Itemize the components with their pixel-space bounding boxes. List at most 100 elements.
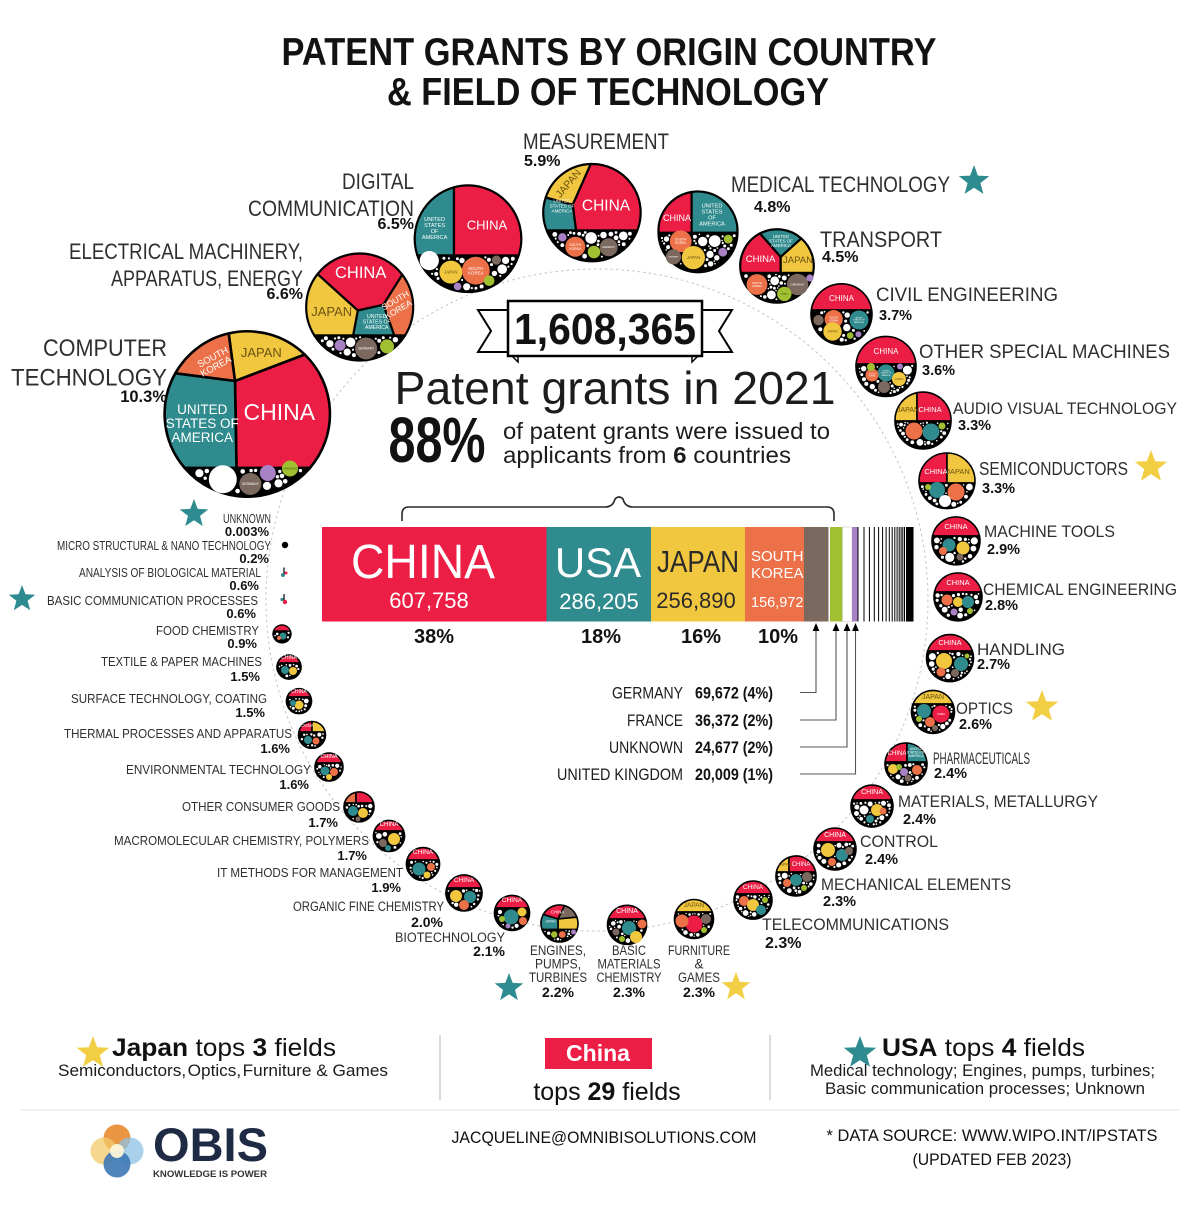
svg-text:18%: 18% — [581, 626, 621, 648]
svg-text:SOUTH: SOUTH — [675, 238, 687, 242]
svg-text:STATES OF: STATES OF — [881, 372, 892, 375]
svg-text:MACHINE TOOLS: MACHINE TOOLS — [984, 522, 1115, 541]
svg-text:JAPAN: JAPAN — [311, 304, 352, 319]
svg-text:SOUTH: SOUTH — [869, 374, 876, 376]
svg-text:GERMANY: GERMANY — [358, 347, 375, 351]
svg-text:UNKNOWN: UNKNOWN — [609, 738, 683, 757]
svg-text:CHINA: CHINA — [281, 655, 297, 661]
svg-text:2.3%: 2.3% — [823, 894, 856, 910]
svg-text:JAPAN: JAPAN — [946, 467, 970, 476]
svg-text:AMERICA: AMERICA — [771, 243, 791, 248]
svg-text:STATES OF: STATES OF — [907, 751, 925, 755]
svg-text:SEMICONDUCTORS: SEMICONDUCTORS — [979, 459, 1128, 479]
svg-text:2.7%: 2.7% — [977, 657, 1010, 673]
svg-text:& FIELD OF TECHNOLOGY: & FIELD OF TECHNOLOGY — [387, 71, 829, 114]
svg-text:DIGITAL: DIGITAL — [342, 169, 414, 194]
svg-text:MECHANICAL ELEMENTS: MECHANICAL ELEMENTS — [821, 875, 1011, 894]
svg-text:MICRO STRUCTURAL & NANO TECHNO: MICRO STRUCTURAL & NANO TECHNOLOGY — [57, 539, 272, 553]
svg-text:10%: 10% — [758, 626, 798, 648]
svg-text:MEASUREMENT: MEASUREMENT — [523, 129, 669, 154]
svg-text:CHINA: CHINA — [743, 884, 764, 891]
svg-text:CHINA: CHINA — [291, 689, 307, 695]
svg-text:GERMANY: GERMANY — [791, 283, 805, 287]
svg-text:HANDLING: HANDLING — [977, 640, 1065, 659]
svg-text:256,890: 256,890 — [656, 588, 736, 613]
svg-text:MATERIALS, METALLURGY: MATERIALS, METALLURGY — [898, 792, 1098, 811]
svg-text:JAPAN: JAPAN — [444, 270, 457, 275]
svg-text:2.2%: 2.2% — [542, 984, 574, 1000]
svg-text:2.9%: 2.9% — [987, 542, 1020, 558]
svg-text:UNITED: UNITED — [910, 747, 923, 751]
svg-text:KOREA: KOREA — [675, 241, 687, 245]
svg-text:SOUTH: SOUTH — [751, 548, 804, 565]
svg-text:USA: USA — [555, 539, 641, 586]
svg-text:JAPAN: JAPAN — [657, 544, 739, 579]
svg-text:KNOWLEDGE IS POWER: KNOWLEDGE IS POWER — [153, 1169, 267, 1180]
svg-text:6.6%: 6.6% — [267, 286, 303, 303]
svg-text:JAPAN: JAPAN — [241, 345, 282, 360]
svg-text:Japan tops 3 fields: Japan tops 3 fields — [112, 1034, 336, 1062]
svg-text:CHINA: CHINA — [829, 294, 855, 303]
svg-text:UNKNOWN: UNKNOWN — [223, 512, 271, 526]
svg-text:CHINA: CHINA — [938, 638, 961, 647]
svg-text:0.6%: 0.6% — [229, 578, 259, 593]
svg-text:CHINA: CHINA — [380, 822, 399, 828]
svg-text:STATES OF: STATES OF — [550, 204, 575, 209]
svg-text:2.4%: 2.4% — [903, 812, 936, 828]
svg-text:OTHER CONSUMER GOODS: OTHER CONSUMER GOODS — [182, 800, 340, 814]
svg-text:2.4%: 2.4% — [865, 852, 898, 868]
svg-text:COMPUTER: COMPUTER — [43, 335, 167, 362]
svg-text:2.3%: 2.3% — [765, 935, 801, 952]
svg-text:of patent grants were issued t: of patent grants were issued to — [503, 418, 830, 444]
svg-text:6.5%: 6.5% — [378, 216, 414, 233]
svg-text:STATES OF: STATES OF — [363, 320, 391, 326]
svg-text:KOREA: KOREA — [752, 284, 762, 288]
svg-text:JACQUELINE@OMNIBISOLUTIONS.COM: JACQUELINE@OMNIBISOLUTIONS.COM — [452, 1129, 757, 1147]
svg-text:JAPAN: JAPAN — [778, 862, 792, 867]
svg-text:Semiconductors, Optics, Furnit: Semiconductors, Optics, Furniture & Game… — [58, 1062, 388, 1080]
svg-text:CHINA: CHINA — [467, 218, 508, 233]
svg-text:2.4%: 2.4% — [934, 766, 967, 782]
svg-text:CHINA: CHINA — [824, 832, 846, 839]
svg-text:SOUTH: SOUTH — [569, 243, 581, 247]
svg-text:JAPAN: JAPAN — [687, 255, 700, 260]
svg-text:SOUTH: SOUTH — [829, 316, 838, 320]
svg-text:0.003%: 0.003% — [225, 524, 270, 539]
svg-text:UNITED: UNITED — [773, 234, 789, 239]
svg-text:USA tops 4 fields: USA tops 4 fields — [882, 1034, 1085, 1062]
svg-text:AMERICA: AMERICA — [699, 222, 725, 228]
svg-text:BASIC: BASIC — [612, 943, 646, 958]
svg-text:607,758: 607,758 — [389, 588, 469, 613]
svg-text:156,972: 156,972 — [751, 595, 803, 611]
svg-text:ELECTRICAL MACHINERY,: ELECTRICAL MACHINERY, — [69, 239, 303, 264]
svg-text:UNITED: UNITED — [553, 199, 571, 204]
svg-text:CHINA: CHINA — [792, 862, 811, 868]
svg-text:CHINA: CHINA — [335, 264, 386, 282]
svg-text:CHINA: CHINA — [918, 405, 941, 414]
svg-text:AMERICA: AMERICA — [854, 321, 864, 324]
svg-text:GERMANY: GERMANY — [602, 245, 615, 249]
svg-text:JAPAN: JAPAN — [684, 902, 705, 909]
svg-text:36,372 (2%): 36,372 (2%) — [695, 711, 773, 730]
svg-text:CHINA: CHINA — [663, 213, 691, 223]
svg-text:OF: OF — [708, 216, 716, 222]
svg-text:CHINA: CHINA — [616, 908, 638, 915]
svg-text:GAMES: GAMES — [678, 970, 720, 985]
svg-text:FRANCE: FRANCE — [627, 711, 683, 730]
svg-text:KOREA: KOREA — [869, 375, 876, 378]
svg-text:ENGINES,: ENGINES, — [530, 943, 586, 958]
svg-text:KOREA: KOREA — [751, 565, 804, 582]
svg-text:SURFACE TECHNOLOGY, COATING: SURFACE TECHNOLOGY, COATING — [71, 692, 267, 706]
svg-text:STATES: STATES — [424, 223, 445, 229]
svg-text:JAPAN: JAPAN — [545, 920, 556, 924]
svg-text:applicants from 6 countries: applicants from 6 countries — [503, 442, 791, 468]
svg-text:UNITED: UNITED — [367, 314, 387, 320]
svg-text:0.9%: 0.9% — [227, 636, 257, 651]
svg-text:20,009 (1%): 20,009 (1%) — [695, 765, 773, 784]
svg-text:88%: 88% — [389, 404, 486, 476]
svg-text:(UPDATED FEB 2023): (UPDATED FEB 2023) — [913, 1151, 1072, 1169]
svg-text:APPARATUS, ENERGY: APPARATUS, ENERGY — [111, 266, 303, 291]
svg-text:JAPAN: JAPAN — [783, 255, 813, 266]
svg-text:38%: 38% — [414, 626, 454, 648]
svg-text:2.1%: 2.1% — [473, 943, 505, 959]
